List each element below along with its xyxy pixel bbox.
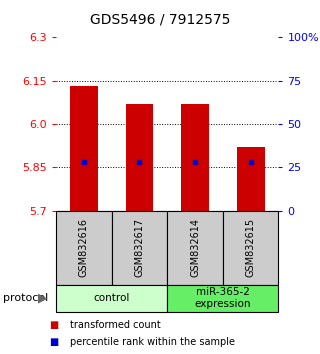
Text: GSM832615: GSM832615 bbox=[246, 218, 256, 278]
Text: miR-365-2
expression: miR-365-2 expression bbox=[195, 287, 251, 309]
Text: ▶: ▶ bbox=[38, 292, 48, 305]
Text: GSM832616: GSM832616 bbox=[79, 218, 89, 277]
Bar bbox=[167, 211, 223, 285]
Bar bbox=[56, 285, 167, 312]
Text: GSM832617: GSM832617 bbox=[134, 218, 144, 278]
Text: ■: ■ bbox=[50, 320, 59, 330]
Text: GDS5496 / 7912575: GDS5496 / 7912575 bbox=[90, 12, 230, 27]
Text: percentile rank within the sample: percentile rank within the sample bbox=[70, 337, 236, 347]
Text: protocol: protocol bbox=[3, 293, 48, 303]
Bar bbox=[112, 211, 167, 285]
Bar bbox=[167, 285, 278, 312]
Bar bbox=[70, 86, 98, 211]
Text: GSM832614: GSM832614 bbox=[190, 218, 200, 277]
Text: control: control bbox=[93, 293, 130, 303]
Text: ■: ■ bbox=[50, 337, 59, 347]
Text: transformed count: transformed count bbox=[70, 320, 161, 330]
Bar bbox=[237, 147, 265, 211]
Bar bbox=[56, 211, 112, 285]
Bar bbox=[181, 104, 209, 211]
Bar bbox=[223, 211, 278, 285]
Bar bbox=[125, 104, 153, 211]
